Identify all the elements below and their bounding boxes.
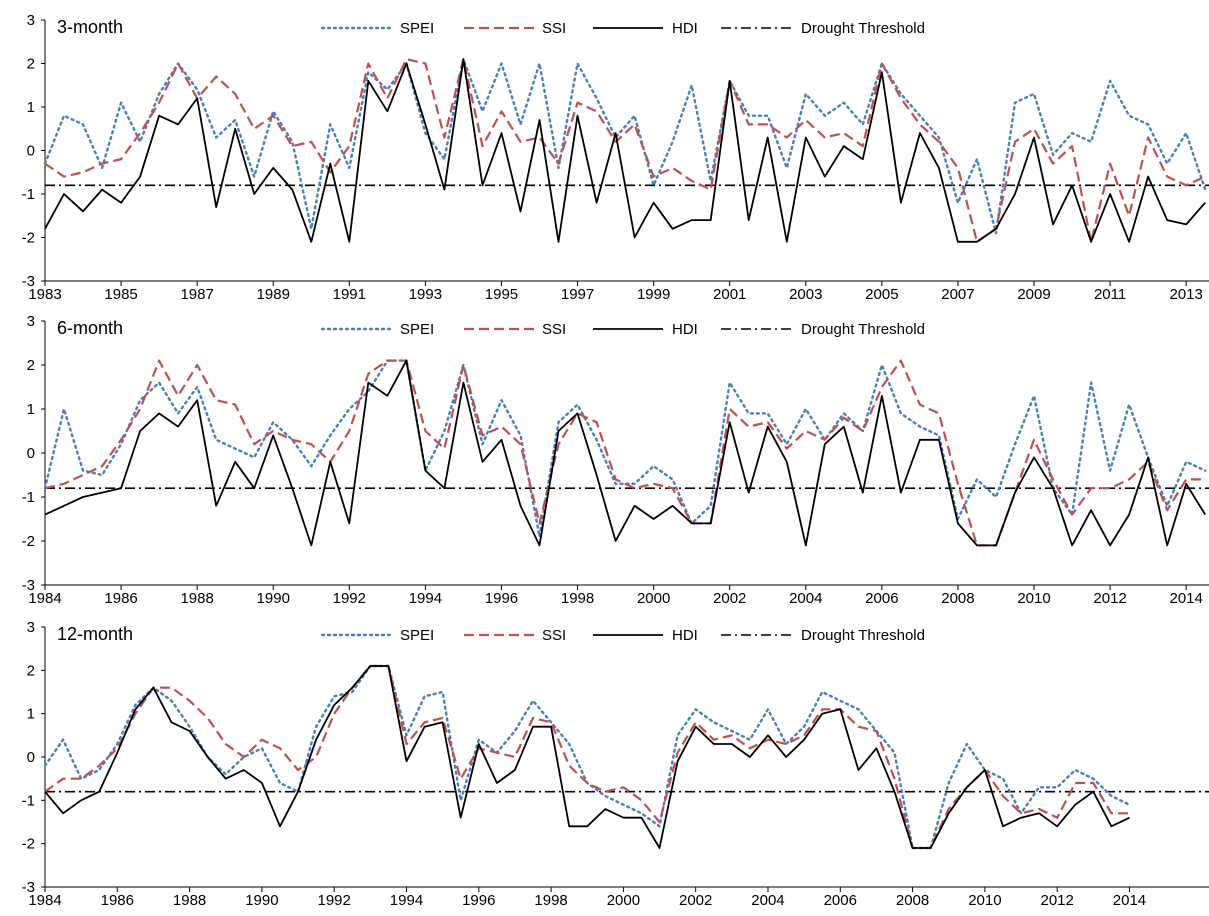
x-tick-label: 2007 bbox=[941, 286, 974, 303]
y-tick-label: -1 bbox=[22, 186, 35, 203]
y-tick-label: -3 bbox=[22, 577, 35, 594]
y-tick-label: 2 bbox=[27, 56, 35, 73]
legend-spei-label: SPEI bbox=[400, 627, 434, 644]
x-tick-label: 1993 bbox=[409, 286, 442, 303]
y-tick-label: 0 bbox=[27, 749, 35, 766]
legend-hdi-label: HDI bbox=[672, 20, 698, 37]
panel-title: 3-month bbox=[57, 17, 123, 37]
y-tick-label: 0 bbox=[27, 445, 35, 462]
y-tick-label: 1 bbox=[27, 706, 35, 723]
x-tick-label: 1990 bbox=[257, 590, 290, 607]
x-tick-label: 2013 bbox=[1169, 286, 1202, 303]
legend-hdi-label: HDI bbox=[672, 321, 698, 338]
x-tick-label: 2008 bbox=[896, 892, 929, 909]
x-tick-label: 1984 bbox=[28, 892, 61, 909]
legend-hdi-label: HDI bbox=[672, 627, 698, 644]
x-tick-label: 1992 bbox=[333, 590, 366, 607]
x-tick-label: 2000 bbox=[607, 892, 640, 909]
series-spei-line bbox=[43, 359, 1207, 538]
y-tick-label: 2 bbox=[27, 662, 35, 679]
x-tick-label: 2011 bbox=[1094, 286, 1126, 303]
y-tick-label: -1 bbox=[22, 489, 35, 506]
x-tick-label: 1988 bbox=[180, 590, 213, 607]
legend-threshold-label: Drought Threshold bbox=[801, 627, 925, 644]
legend-ssi-label: SSI bbox=[542, 20, 566, 37]
y-tick-label: -1 bbox=[22, 792, 35, 809]
x-tick-label: 2010 bbox=[968, 892, 1001, 909]
x-tick-label: 2002 bbox=[679, 892, 712, 909]
x-tick-label: 1994 bbox=[390, 892, 423, 909]
y-tick-label: -2 bbox=[22, 533, 35, 550]
x-tick-label: 1996 bbox=[485, 590, 518, 607]
x-tick-label: 1987 bbox=[180, 286, 213, 303]
y-tick-label: 2 bbox=[27, 357, 35, 374]
y-tick-label: 3 bbox=[27, 619, 35, 636]
panel-title: 12-month bbox=[57, 624, 133, 644]
legend-ssi-label: SSI bbox=[542, 321, 566, 338]
series-hdi-line bbox=[44, 359, 1206, 547]
x-tick-label: 1992 bbox=[318, 892, 351, 909]
x-tick-label: 2012 bbox=[1093, 590, 1126, 607]
y-tick-label: 1 bbox=[27, 99, 35, 116]
x-tick-label: 1994 bbox=[409, 590, 442, 607]
x-tick-label: 2000 bbox=[637, 590, 670, 607]
series-ssi-line bbox=[44, 664, 1130, 850]
x-tick-label: 2006 bbox=[865, 590, 898, 607]
x-tick-label: 1986 bbox=[101, 892, 134, 909]
series-hdi-line bbox=[44, 665, 1130, 849]
x-tick-label: 1989 bbox=[257, 286, 290, 303]
x-tick-label: 2004 bbox=[751, 892, 784, 909]
y-tick-label: -3 bbox=[22, 879, 35, 896]
legend-ssi-label: SSI bbox=[542, 627, 566, 644]
x-tick-label: 2012 bbox=[1040, 892, 1073, 909]
y-tick-label: 0 bbox=[27, 143, 35, 160]
y-tick-label: 3 bbox=[27, 313, 35, 330]
x-tick-label: 1990 bbox=[245, 892, 278, 909]
x-tick-label: 1991 bbox=[333, 286, 366, 303]
series-ssi-line bbox=[44, 58, 1206, 243]
series-hdi-line bbox=[44, 58, 1206, 243]
y-tick-label: 1 bbox=[27, 401, 35, 418]
series-ssi-line bbox=[44, 359, 1206, 547]
y-tick-label: 3 bbox=[27, 12, 35, 29]
legend-threshold-label: Drought Threshold bbox=[801, 20, 925, 37]
x-tick-label: 2010 bbox=[1017, 590, 1050, 607]
x-tick-label: 1998 bbox=[534, 892, 567, 909]
x-tick-label: 1995 bbox=[485, 286, 518, 303]
x-tick-label: 2014 bbox=[1113, 892, 1146, 909]
x-tick-label: 1998 bbox=[561, 590, 594, 607]
series-spei-line bbox=[43, 58, 1207, 235]
x-tick-label: 1996 bbox=[462, 892, 495, 909]
x-tick-label: 2008 bbox=[941, 590, 974, 607]
x-tick-label: 2002 bbox=[713, 590, 746, 607]
x-tick-label: 1985 bbox=[104, 286, 137, 303]
x-tick-label: 1984 bbox=[28, 590, 61, 607]
x-tick-label: 1999 bbox=[637, 286, 670, 303]
legend-spei-label: SPEI bbox=[400, 20, 434, 37]
x-tick-label: 2009 bbox=[1017, 286, 1050, 303]
legend-threshold-label: Drought Threshold bbox=[801, 321, 925, 338]
x-tick-label: 1983 bbox=[28, 286, 61, 303]
x-tick-label: 2014 bbox=[1169, 590, 1202, 607]
y-tick-label: -3 bbox=[22, 273, 35, 290]
x-tick-label: 1988 bbox=[173, 892, 206, 909]
x-tick-label: 2003 bbox=[789, 286, 822, 303]
x-tick-label: 1986 bbox=[104, 590, 137, 607]
x-tick-label: 1997 bbox=[561, 286, 594, 303]
legend-spei-label: SPEI bbox=[400, 321, 434, 338]
x-tick-label: 2001 bbox=[713, 286, 746, 303]
y-tick-label: -2 bbox=[22, 230, 35, 247]
x-tick-label: 2005 bbox=[865, 286, 898, 303]
x-tick-label: 2006 bbox=[824, 892, 857, 909]
panel-title: 6-month bbox=[57, 318, 123, 338]
y-tick-label: -2 bbox=[22, 836, 35, 853]
x-tick-label: 2004 bbox=[789, 590, 822, 607]
